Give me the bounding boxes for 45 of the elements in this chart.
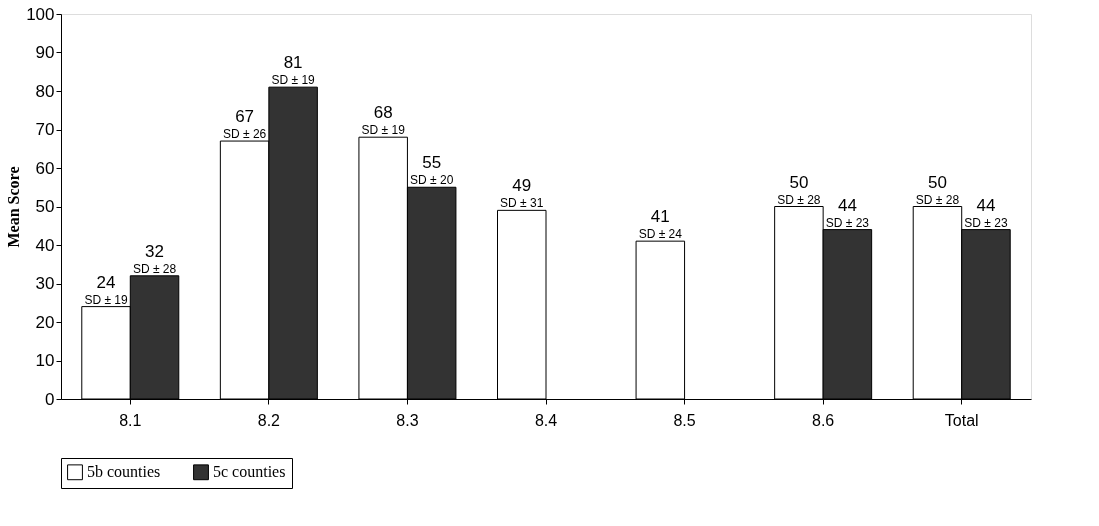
annotation: SD ± 23 <box>964 215 1008 230</box>
y-tick-label: 40 <box>35 235 55 255</box>
annotation: SD ± 31 <box>500 196 544 211</box>
data-label: 32 <box>145 241 164 261</box>
annotation: SD ± 19 <box>361 123 406 138</box>
x-tick-label: 8.6 <box>812 411 835 429</box>
annotation: SD ± 19 <box>84 292 128 307</box>
data-label: 67 <box>235 107 255 127</box>
data-label: 44 <box>837 195 857 215</box>
annotation: SD ± 20 <box>410 173 454 188</box>
annotation: SD ± 23 <box>825 215 870 230</box>
y-tick-label: 80 <box>35 81 55 101</box>
data-label: 50 <box>928 172 947 192</box>
data-label: 49 <box>512 176 532 196</box>
y-tick-label: 0 <box>45 389 55 409</box>
data-label: 44 <box>976 195 996 215</box>
data-label: 55 <box>422 153 442 173</box>
y-tick-label: 100 <box>26 4 55 24</box>
x-tick-label: 8.5 <box>673 411 696 429</box>
y-axis-title: Mean Score <box>5 166 23 248</box>
data-label: 41 <box>650 207 670 227</box>
data-label: 68 <box>373 103 393 123</box>
annotation: SD ± 24 <box>638 227 683 242</box>
legend-label: 5c counties <box>213 463 286 481</box>
y-tick-label: 90 <box>35 43 55 62</box>
annotation: SD ± 28 <box>915 192 960 207</box>
y-tick-label: 10 <box>35 351 55 370</box>
y-tick-label: 20 <box>35 312 55 332</box>
y-tick-label: 30 <box>35 274 55 293</box>
y-tick-label: 50 <box>35 197 55 216</box>
annotation: SD ± 28 <box>777 192 821 207</box>
data-label: 81 <box>283 53 303 73</box>
annotation: SD ± 28 <box>132 261 177 276</box>
x-tick-label: 8.3 <box>396 411 419 429</box>
x-tick-label: Total <box>944 411 979 429</box>
annotation: SD ± 19 <box>271 73 316 88</box>
x-tick-label: 8.2 <box>257 411 281 429</box>
legend-label: 5b counties <box>87 463 161 481</box>
x-tick-label: 8.4 <box>534 411 558 429</box>
data-label: 50 <box>789 172 809 192</box>
annotation: SD ± 26 <box>222 127 267 142</box>
y-tick-label: 60 <box>35 158 55 178</box>
x-tick-label: 8.1 <box>119 411 142 429</box>
y-tick-label: 70 <box>35 120 55 139</box>
data-label: 24 <box>96 272 116 292</box>
